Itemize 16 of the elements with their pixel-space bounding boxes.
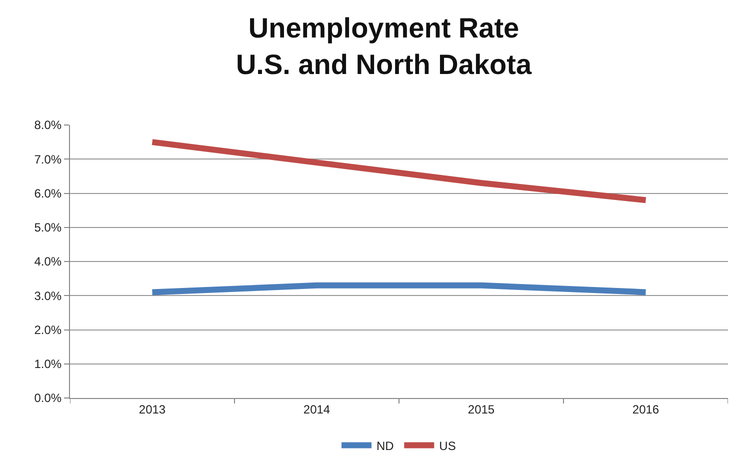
y-tick-label: 0.0% bbox=[34, 391, 62, 406]
x-tick-label: 2015 bbox=[468, 402, 495, 416]
y-tick-label: 8.0% bbox=[34, 118, 62, 132]
y-tick-label: 7.0% bbox=[34, 152, 62, 166]
x-tick-label: 2016 bbox=[632, 402, 660, 416]
y-tick-label: 6.0% bbox=[34, 186, 62, 200]
y-tick-label: 2.0% bbox=[34, 322, 62, 337]
legend-label: US bbox=[439, 438, 456, 453]
x-tick-label: 2014 bbox=[303, 402, 330, 416]
legend-label: ND bbox=[376, 438, 394, 453]
y-tick-label: 5.0% bbox=[34, 220, 62, 235]
y-tick-label: 4.0% bbox=[34, 254, 62, 269]
chart-title: Unemployment Rate U.S. and North Dakota bbox=[236, 12, 532, 80]
x-tick-label: 2013 bbox=[138, 402, 166, 416]
y-tick-label: 1.0% bbox=[34, 357, 62, 372]
y-tick-label: 3.0% bbox=[34, 288, 62, 303]
